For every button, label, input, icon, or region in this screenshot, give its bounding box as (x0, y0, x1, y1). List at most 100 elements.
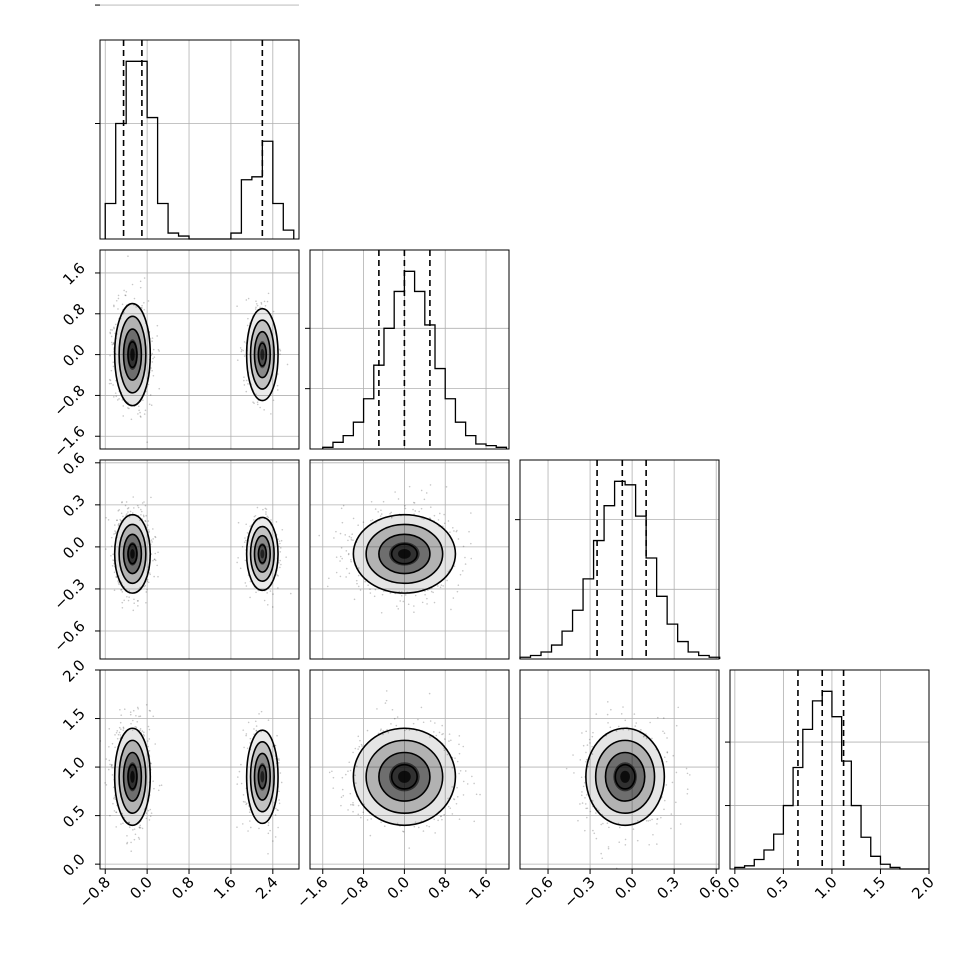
sample-point (139, 519, 141, 522)
sample-point (464, 563, 467, 565)
sample-point (136, 721, 139, 723)
y-tick-label: 1.0 (59, 753, 89, 783)
sample-point (146, 578, 149, 581)
sample-point (430, 590, 433, 593)
sample-point (114, 392, 117, 394)
sample-point (115, 811, 118, 814)
x-tick-label: 1.6 (210, 873, 240, 903)
sample-point (357, 748, 359, 750)
sample-point (335, 530, 337, 533)
sample-point (244, 559, 247, 562)
sample-point (236, 305, 238, 307)
sample-point (109, 379, 112, 382)
sample-point (461, 570, 464, 572)
sample-point (239, 567, 242, 570)
sample-point (351, 533, 353, 535)
sample-point (620, 713, 623, 715)
sample-point (111, 329, 113, 331)
sample-point (117, 294, 120, 297)
sample-point (354, 774, 356, 777)
sample-point (123, 599, 126, 602)
sample-point (134, 833, 137, 836)
sample-point (440, 815, 443, 818)
sample-point (110, 545, 113, 548)
sample-point (149, 394, 152, 396)
sample-point (119, 721, 122, 724)
sample-point (383, 825, 386, 827)
sample-point (138, 838, 141, 840)
sample-point (289, 592, 292, 595)
sample-point (253, 402, 255, 404)
contour-2 (118, 523, 147, 585)
sample-point (127, 255, 129, 257)
sample-point (374, 508, 377, 510)
sample-point (258, 518, 261, 521)
sample-point (144, 504, 147, 507)
sample-point (118, 522, 120, 525)
sample-point (442, 525, 444, 528)
sample-point (274, 836, 277, 838)
sample-point (130, 841, 132, 844)
sample-point (585, 751, 587, 754)
y-tick-label: −0.8 (50, 382, 88, 420)
sample-point (412, 508, 414, 511)
contour-3 (352, 727, 457, 827)
sample-point (341, 788, 344, 791)
sample-point (117, 509, 120, 512)
sample-point (339, 560, 341, 562)
sample-point (380, 513, 383, 515)
sample-point (462, 745, 465, 748)
sample-point (656, 843, 658, 845)
sample-point (285, 556, 287, 558)
sample-point (139, 729, 141, 732)
sample-point (157, 551, 159, 554)
sample-point (279, 547, 282, 549)
sample-point (245, 390, 248, 393)
sample-point (267, 719, 270, 721)
sample-point (686, 772, 689, 775)
sample-point (357, 585, 360, 588)
sample-point (656, 818, 659, 820)
sample-point (425, 492, 428, 494)
sample-point (120, 728, 122, 731)
sample-point (124, 294, 127, 297)
sample-point (352, 539, 354, 542)
sample-point (439, 512, 441, 515)
sample-point (404, 504, 406, 507)
sample-point (429, 736, 431, 738)
sample-point (147, 809, 150, 812)
sample-point (259, 406, 261, 409)
sample-point (426, 603, 428, 605)
sample-point (363, 803, 365, 806)
sample-point (663, 808, 665, 811)
sample-point (579, 803, 581, 805)
sample-point (128, 407, 130, 410)
sample-point (453, 530, 455, 532)
sample-point (354, 747, 357, 750)
sample-point (109, 354, 111, 357)
sample-point (153, 356, 156, 358)
sample-point (260, 301, 263, 304)
sample-point (585, 760, 587, 763)
sample-point (584, 829, 586, 832)
sample-point (110, 763, 113, 766)
sample-point (125, 501, 128, 503)
sample-point (266, 300, 269, 303)
sample-point (589, 742, 591, 744)
sample-point (105, 758, 108, 760)
sample-point (114, 530, 116, 532)
sample-point (352, 804, 355, 806)
sample-point (133, 507, 135, 509)
sample-point (129, 711, 132, 714)
sample-point (458, 772, 460, 775)
contour-3 (245, 729, 279, 825)
sample-point (663, 756, 666, 759)
y-tick-label: 1.6 (59, 259, 89, 289)
sample-point (369, 588, 371, 591)
corner-panels (95, 4, 930, 870)
sample-point (117, 524, 120, 527)
sample-point (635, 722, 638, 724)
sample-point (115, 731, 118, 734)
sample-point (580, 776, 583, 779)
histogram-step-2 (519, 480, 721, 659)
